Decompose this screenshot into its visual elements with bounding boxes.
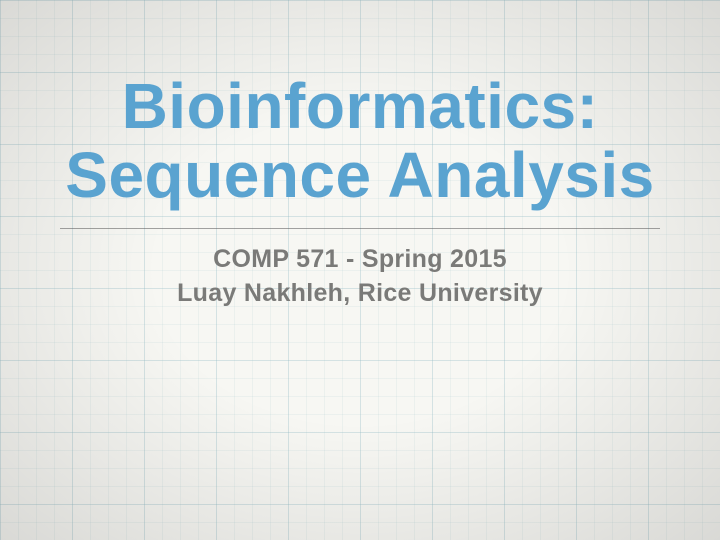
- title-line-2: Sequence Analysis: [60, 141, 660, 210]
- slide-content: Bioinformatics: Sequence Analysis COMP 5…: [0, 0, 720, 540]
- divider-line: [60, 228, 660, 229]
- title-line-1: Bioinformatics:: [60, 72, 660, 141]
- subtitle-block: COMP 571 - Spring 2015 Luay Nakhleh, Ric…: [60, 243, 660, 311]
- subtitle-line-1: COMP 571 - Spring 2015: [60, 243, 660, 277]
- subtitle-line-2: Luay Nakhleh, Rice University: [60, 277, 660, 311]
- title-block: Bioinformatics: Sequence Analysis: [60, 72, 660, 210]
